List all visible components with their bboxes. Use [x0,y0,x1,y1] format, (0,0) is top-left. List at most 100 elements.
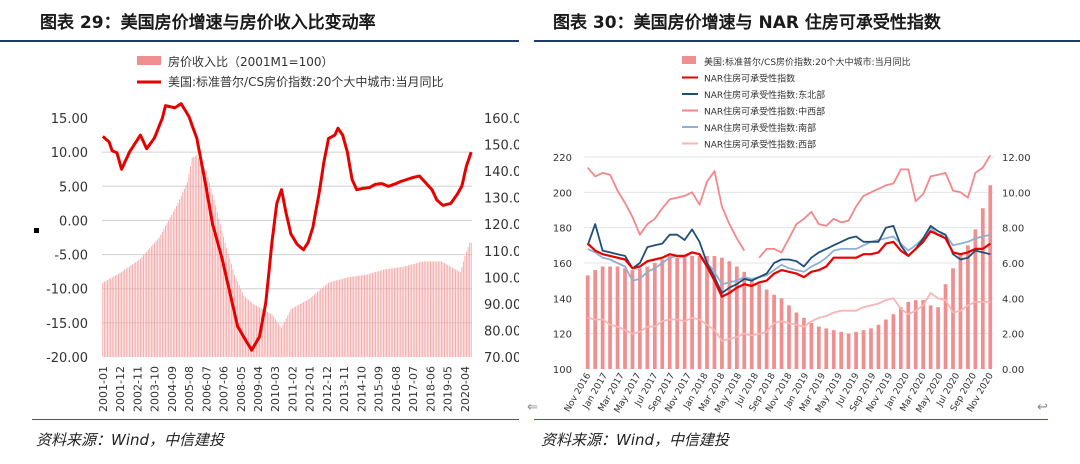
midwest-line [758,154,992,259]
ratio-bar [417,262,419,357]
ratio-bar [301,303,303,357]
ratio-bar [160,234,162,357]
yoy-bar [943,284,948,369]
x-axis-tick: 2007-06 [218,366,231,412]
yoy-bar [988,185,993,369]
ratio-bar [119,272,121,357]
ratio-bar [303,302,304,357]
ratio-bar [403,266,405,357]
ratio-bar [121,272,123,357]
ratio-bar [324,285,326,357]
ratio-bar [406,265,408,357]
yoy-bar [898,307,903,369]
ratio-bar [154,242,155,357]
legend-label: NAR住房可承受性指数:东北部 [704,89,825,101]
yoy-bar [600,266,605,369]
ratio-bar [282,324,284,357]
ratio-bar [257,306,259,357]
ratio-bar [210,188,212,357]
ratio-bar [290,309,292,357]
right-chart-title: 图表 30：美国房价增速与 NAR 住房可承受性指数 [553,13,941,33]
left-arrow-icon: ⇐ [527,400,538,415]
ratio-bar [323,286,325,357]
legend-swatch-ratio [137,56,161,65]
ratio-bar [255,305,257,357]
ratio-bar [430,261,431,357]
ratio-bar [357,275,359,357]
ratio-bar [376,271,378,357]
x-axis-tick: 2012-12 [321,366,334,412]
ratio-bar [169,217,171,357]
ratio-bar [102,282,104,357]
scroll-arrow-icon: ↩ [1037,400,1048,415]
ratio-bar [422,261,424,357]
ratio-bar [141,256,143,357]
ratio-bar [467,247,469,357]
x-axis-tick: 2005-08 [183,366,196,412]
ratio-bar [265,310,267,357]
legend-swatch [682,56,696,64]
ratio-bar [389,268,391,357]
ratio-bar [266,311,268,357]
right-axis-tick: 2.00 [1002,330,1024,341]
ratio-bar [249,301,251,357]
ratio-bar [144,253,146,357]
ratio-bar [370,273,372,357]
yoy-bar [913,300,918,369]
ratio-bar [147,249,149,357]
ratio-bar [419,262,420,357]
left-title-rule [0,40,519,42]
right-axis-tick: 140.00 [484,165,519,180]
x-axis-tick: 2020-04 [459,366,472,412]
ratio-bar [315,293,317,357]
yoy-bar [831,330,836,369]
left-axis-tick: 0.00 [59,214,88,229]
yoy-bar [802,317,806,369]
ratio-bar [412,264,414,357]
ratio-bar [340,279,342,357]
x-axis-tick: 2019-05 [442,366,455,412]
yoy-bar [608,266,612,369]
right-axis-tick: 100.00 [484,271,519,286]
ratio-bar [434,261,436,357]
ratio-bar [351,276,353,357]
ratio-bar [284,321,286,357]
bullet-marker [34,228,39,233]
yoy-bar [623,268,627,369]
yoy-bar [809,323,814,369]
ratio-bar [103,281,105,357]
ratio-bar [135,262,137,357]
ratio-bar [240,288,242,357]
ratio-bar [221,230,223,357]
ratio-bar [342,278,344,357]
yoy-bar [816,326,821,369]
left-axis-tick: -5.00 [54,249,88,264]
left-chart-title: 图表 29：美国房价增速与房价收入比变动率 [40,13,376,33]
ratio-bar [304,301,306,357]
ratio-bar [138,259,140,357]
right-axis-tick: 0.00 [1002,365,1024,376]
ratio-bar [174,208,176,357]
yoy-bar [660,259,665,369]
ratio-bar [461,266,463,357]
ratio-bar [356,276,358,357]
ratio-bar [296,305,298,357]
ratio-bar [111,277,113,357]
ratio-bar [201,163,202,357]
x-axis-tick: 2014-10 [355,366,368,412]
right-axis-tick: 10.00 [1002,188,1031,199]
ratio-bar [185,185,187,357]
ratio-bar [375,272,377,357]
yoy-bar [951,268,955,369]
ratio-bar [367,274,369,357]
legend-label-yoy: 美国:标准普尔/CS房价指数:20个大中城市:当月同比 [168,74,443,89]
ratio-bar [158,237,160,357]
ratio-bar [415,263,417,357]
right-axis-tick: 12.00 [1002,153,1031,164]
ratio-bar [420,261,422,357]
ratio-bar [196,155,198,357]
yoy-bar [861,330,866,369]
yoy-bar [824,328,829,369]
ratio-bar [428,261,430,357]
right-axis-tick: 90.00 [484,298,519,313]
